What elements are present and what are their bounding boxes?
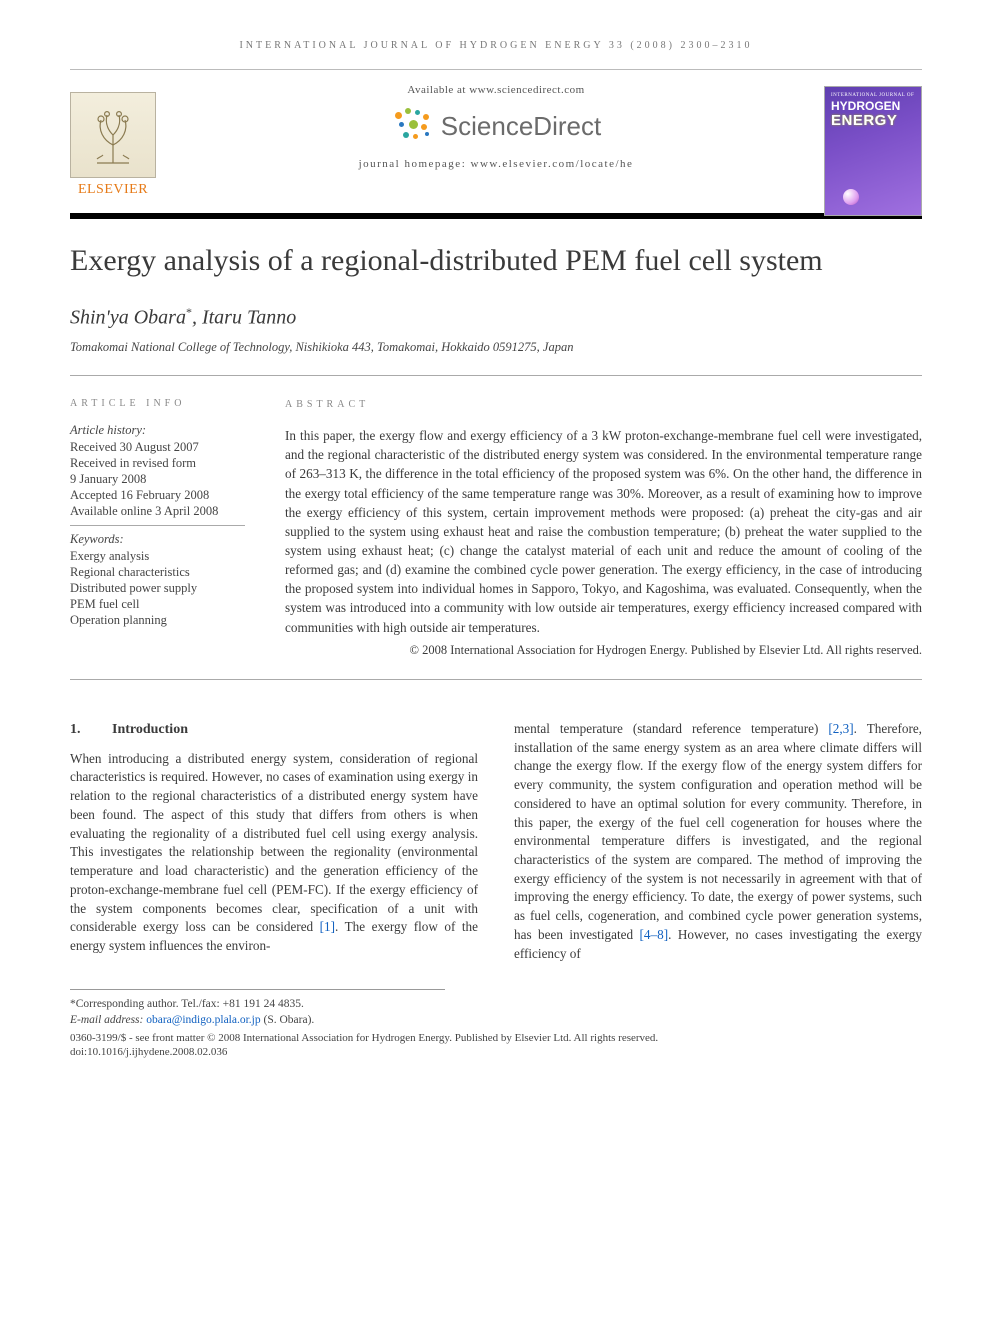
bottom-legal: 0360-3199/$ - see front matter © 2008 In… xyxy=(70,1031,922,1061)
body-text: . Therefore, installation of the same en… xyxy=(514,721,922,942)
section-heading: 1.Introduction xyxy=(70,720,478,740)
history-line: Available online 3 April 2008 xyxy=(70,504,257,519)
elsevier-logo: ELSEVIER xyxy=(70,92,156,198)
article-title: Exergy analysis of a regional-distribute… xyxy=(70,243,922,279)
history-line: Received 30 August 2007 xyxy=(70,440,257,455)
abstract-text: In this paper, the exergy flow and exerg… xyxy=(285,426,922,637)
body-text: When introducing a distributed energy sy… xyxy=(70,751,478,935)
email-tail: (S. Obara). xyxy=(261,1014,315,1026)
keyword: Exergy analysis xyxy=(70,549,257,564)
body-paragraph: When introducing a distributed energy sy… xyxy=(70,750,478,956)
elsevier-wordmark: ELSEVIER xyxy=(70,182,156,198)
cover-line1: INTERNATIONAL JOURNAL OF xyxy=(831,93,915,98)
info-abstract-row: ARTICLE INFO Article history: Received 3… xyxy=(70,398,922,680)
ref-link[interactable]: [1] xyxy=(320,919,335,934)
section-number: 1. xyxy=(70,720,112,740)
author-separator: , xyxy=(192,307,202,329)
info-divider xyxy=(70,525,245,526)
history-line: Accepted 16 February 2008 xyxy=(70,488,257,503)
sciencedirect-logo: ScienceDirect xyxy=(391,108,601,144)
journal-cover-thumbnail: INTERNATIONAL JOURNAL OF HYDROGEN ENERGY xyxy=(824,86,922,216)
corresponding-author: *Corresponding author. Tel./fax: +81 191… xyxy=(70,996,445,1012)
cover-line2: HYDROGEN xyxy=(831,100,915,112)
body-two-column: 1.Introduction When introducing a distri… xyxy=(70,720,922,964)
body-col-left: 1.Introduction When introducing a distri… xyxy=(70,720,478,964)
doi-line: doi:10.1016/j.ijhydene.2008.02.036 xyxy=(70,1045,922,1060)
section-title: Introduction xyxy=(112,722,188,737)
keywords-heading: Keywords: xyxy=(70,532,257,547)
front-matter-line: 0360-3199/$ - see front matter © 2008 In… xyxy=(70,1031,922,1046)
ref-link[interactable]: [2,3] xyxy=(828,721,853,736)
title-block: Exergy analysis of a regional-distribute… xyxy=(70,219,922,376)
cover-graphic-icon xyxy=(843,189,859,205)
author-1: Shin'ya Obara xyxy=(70,307,186,329)
author-2: Itaru Tanno xyxy=(202,307,296,329)
email-line: E-mail address: obara@indigo.plala.or.jp… xyxy=(70,1012,445,1028)
email-link[interactable]: obara@indigo.plala.or.jp xyxy=(146,1014,260,1026)
abstract-copyright: © 2008 International Association for Hyd… xyxy=(285,641,922,659)
keyword: Regional characteristics xyxy=(70,565,257,580)
footnotes: *Corresponding author. Tel./fax: +81 191… xyxy=(70,989,445,1028)
elsevier-tree-icon xyxy=(70,92,156,178)
body-text: mental temperature (standard reference t… xyxy=(514,721,828,736)
cover-line3: ENERGY xyxy=(831,112,915,129)
sciencedirect-burst-icon xyxy=(391,108,435,144)
history-line: Received in revised form xyxy=(70,456,257,471)
keyword: Distributed power supply xyxy=(70,581,257,596)
affiliation: Tomakomai National College of Technology… xyxy=(70,340,922,355)
authors: Shin'ya Obara*, Itaru Tanno xyxy=(70,305,922,330)
email-label: E-mail address: xyxy=(70,1014,146,1026)
history-line: 9 January 2008 xyxy=(70,472,257,487)
history-heading: Article history: xyxy=(70,423,257,438)
keyword: PEM fuel cell xyxy=(70,597,257,612)
abstract-label: ABSTRACT xyxy=(285,398,922,413)
article-info-label: ARTICLE INFO xyxy=(70,398,257,409)
journal-homepage: journal homepage: www.elsevier.com/locat… xyxy=(70,158,922,170)
body-col-right: mental temperature (standard reference t… xyxy=(514,720,922,964)
keyword: Operation planning xyxy=(70,613,257,628)
body-paragraph: mental temperature (standard reference t… xyxy=(514,720,922,964)
running-head: INTERNATIONAL JOURNAL OF HYDROGEN ENERGY… xyxy=(70,40,922,51)
article-info-column: ARTICLE INFO Article history: Received 3… xyxy=(70,398,285,659)
ref-link[interactable]: [4–8] xyxy=(640,927,669,942)
sciencedirect-wordmark: ScienceDirect xyxy=(441,111,601,142)
available-at: Available at www.sciencedirect.com xyxy=(70,84,922,96)
journal-header-block: ELSEVIER INTERNATIONAL JOURNAL OF HYDROG… xyxy=(70,69,922,219)
abstract-column: ABSTRACT In this paper, the exergy flow … xyxy=(285,398,922,659)
